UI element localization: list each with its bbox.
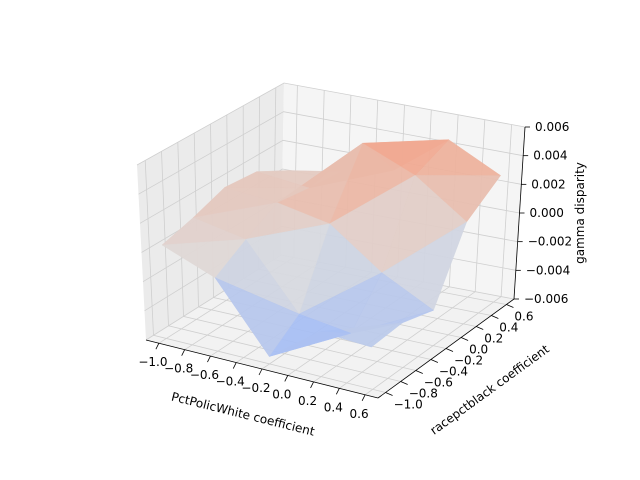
y-tick-label: −0.6 [424, 376, 453, 390]
y-tick-label: −1.0 [394, 398, 423, 412]
x-tick-label: −0.4 [216, 375, 245, 389]
z-tick-label: 0.002 [531, 177, 565, 191]
x-axis-title: PctPolicWhite coefficient [170, 390, 317, 439]
y-tick-label: −0.8 [409, 387, 438, 401]
y-tick-label: −0.2 [454, 354, 483, 368]
y-tick [385, 392, 393, 396]
z-tick-label: 0.000 [530, 206, 564, 220]
x-tick-label: 0.2 [298, 394, 317, 408]
y-tick-label: 0.4 [499, 321, 518, 335]
y-tick [460, 337, 469, 341]
z-gridline [136, 82, 526, 166]
x-tick-label: 0.6 [350, 407, 369, 421]
y-tick-label: 0.2 [484, 332, 503, 346]
x-tick [258, 368, 263, 376]
y-axis-title: racepctblack coefficient [428, 342, 552, 438]
z-tick-label: −0.002 [528, 235, 572, 249]
y-tick [506, 304, 514, 308]
axis-lines [145, 126, 530, 401]
x-tick-label: −1.0 [138, 355, 167, 369]
z-tick-label: −0.006 [524, 292, 568, 306]
surface-facet [269, 331, 351, 357]
y-tick [415, 370, 423, 374]
y-tick [491, 315, 499, 319]
y-tick [476, 326, 484, 330]
y-tick-label: 0.0 [469, 343, 488, 357]
surface-facet [214, 277, 300, 357]
y-tick-label: −0.4 [439, 365, 468, 379]
x-tick [181, 349, 186, 356]
x-tick-label: 0.4 [324, 400, 343, 414]
x-tick-label: 0.0 [272, 387, 291, 401]
z-axis-title: gamma disparity [573, 162, 587, 264]
y-tick [430, 359, 439, 363]
z-tick-label: 0.006 [535, 120, 569, 134]
y-tick-label: 0.6 [514, 310, 533, 324]
surface-facet [161, 238, 247, 278]
surface-mesh [161, 139, 502, 357]
y-tick [445, 348, 454, 352]
x-tick [361, 394, 366, 401]
tick-labels: −1.0−0.8−0.6−0.4−0.2 0.0 0.2 0.4 0.6−1.0−0.8… [138, 120, 572, 421]
x-tick [284, 375, 289, 382]
x-tick [207, 355, 211, 363]
x-tick [155, 343, 160, 350]
x-tick-label: −0.8 [164, 362, 193, 376]
surface-facet [319, 322, 404, 348]
x-tick-label: −0.2 [241, 381, 270, 395]
x-tick [335, 388, 340, 395]
z-tick-label: −0.004 [526, 263, 570, 277]
x-tick [232, 362, 237, 369]
x-tick-label: −0.6 [190, 368, 219, 382]
z-tick-label: 0.004 [533, 149, 567, 163]
y-tick [400, 381, 408, 385]
x-tick [310, 381, 314, 389]
